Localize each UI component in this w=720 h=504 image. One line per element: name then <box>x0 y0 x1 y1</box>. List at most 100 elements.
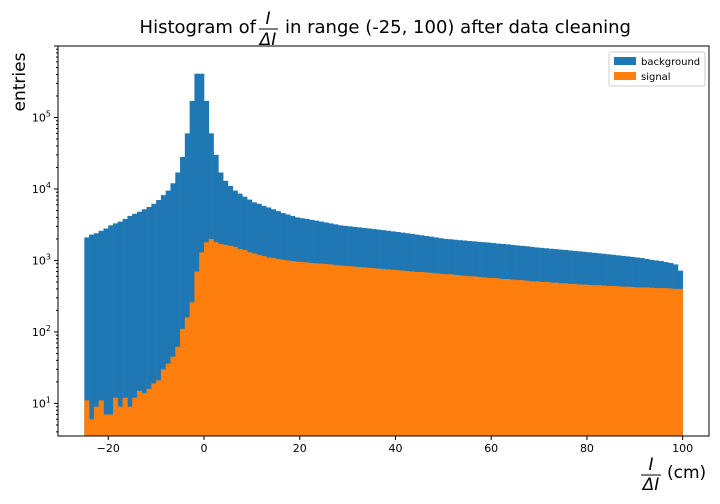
signal-bar <box>433 273 439 436</box>
background-bar <box>84 237 90 436</box>
signal-bar <box>328 264 334 436</box>
signal-bar <box>443 274 449 436</box>
signal-bar <box>673 288 679 436</box>
signal-bar <box>553 282 559 436</box>
signal-bar <box>615 286 621 436</box>
signal-bar <box>304 262 310 436</box>
signal-bar <box>318 263 324 436</box>
x-label-frac-denominator: ΔI <box>641 475 660 495</box>
signal-bar <box>390 269 396 436</box>
signal-bar <box>563 283 569 436</box>
signal-bar <box>534 281 540 436</box>
background-bar <box>136 211 143 436</box>
background-bar <box>89 234 95 436</box>
signal-bar <box>519 280 526 436</box>
y-axis-label: entries <box>10 52 30 111</box>
signal-bar <box>347 266 353 436</box>
signal-bar <box>472 276 478 436</box>
signal-bar <box>620 286 626 436</box>
signal-bar <box>208 238 214 436</box>
signal-bar <box>414 271 420 436</box>
signal-bar <box>366 267 372 436</box>
signal-bar <box>424 272 430 436</box>
signal-bar <box>529 281 535 436</box>
y-tick-label: 103 <box>32 252 51 267</box>
signal-bar <box>103 414 109 436</box>
signal-bar <box>98 400 104 436</box>
signal-bar <box>457 275 463 436</box>
signal-bar <box>151 383 157 436</box>
x-tick-label: −20 <box>97 442 120 455</box>
signal-bar <box>160 369 167 436</box>
signal-bar <box>419 271 425 436</box>
signal-bar <box>285 260 291 436</box>
signal-bar <box>361 267 368 436</box>
signal-bar <box>486 277 492 436</box>
background-bar <box>117 221 123 436</box>
signal-bar <box>395 270 401 436</box>
signal-bar <box>261 256 267 436</box>
title-suffix: in range (-25, 100) after data cleaning <box>285 17 631 38</box>
title-frac-denominator: ΔI <box>258 30 277 50</box>
legend-swatch-signal <box>614 72 636 80</box>
signal-bar <box>653 288 660 436</box>
signal-bar <box>256 254 262 436</box>
signal-bar <box>227 245 234 436</box>
signal-bar <box>601 285 607 436</box>
signal-bar <box>194 271 200 436</box>
background-bar <box>103 228 109 436</box>
signal-bar <box>247 252 253 436</box>
signal-bar <box>251 253 257 436</box>
signal-bar <box>677 288 683 436</box>
signal-bar <box>314 263 320 436</box>
background-bar <box>189 101 195 436</box>
signal-bar <box>452 274 458 436</box>
signal-bar <box>539 281 545 436</box>
signal-bar <box>122 397 128 436</box>
background-bar <box>170 183 176 436</box>
signal-bar <box>400 270 406 436</box>
background-bar <box>132 213 138 436</box>
x-axis-label: I ΔI (cm) <box>641 455 707 495</box>
signal-bar <box>558 283 564 436</box>
signal-bar <box>582 284 588 436</box>
signal-bar <box>610 285 616 436</box>
signal-bar <box>668 288 674 436</box>
background-bar <box>175 172 181 437</box>
signal-bar <box>385 269 391 436</box>
signal-bar <box>323 264 329 436</box>
signal-bar <box>146 388 152 436</box>
x-tick-label: 0 <box>200 442 207 455</box>
signal-bar <box>89 419 95 436</box>
signal-bar <box>204 242 210 436</box>
signal-bar <box>333 265 339 436</box>
background-bar <box>113 223 119 436</box>
signal-bar <box>275 258 281 436</box>
signal-bar <box>591 285 597 436</box>
y-tick-label: 101 <box>32 395 51 410</box>
signal-bar <box>309 263 315 436</box>
signal-bar <box>170 356 176 436</box>
signal-bar <box>505 279 511 436</box>
signal-bar <box>132 397 138 436</box>
plot-area-frame <box>57 45 710 437</box>
legend-label-signal: signal <box>641 72 671 83</box>
signal-bar <box>232 246 238 436</box>
signal-bar <box>371 268 377 436</box>
background-bar <box>108 225 114 436</box>
background-bar <box>98 230 104 436</box>
y-tick-label: 102 <box>32 324 51 339</box>
signal-bar <box>644 287 650 436</box>
signal-bar <box>606 285 612 436</box>
x-tick-label: 20 <box>293 442 307 455</box>
background-bar <box>141 209 147 436</box>
x-tick-label: 100 <box>672 442 693 455</box>
x-axis: −20 0 20 40 60 80 100 <box>97 436 693 455</box>
signal-bar <box>381 268 387 436</box>
signal-bar <box>84 400 90 436</box>
signal-bar <box>577 284 583 436</box>
background-bar <box>180 157 186 436</box>
signal-bar <box>357 266 363 436</box>
y-axis: 101 102 103 104 105 <box>32 45 58 433</box>
signal-bar <box>352 266 358 436</box>
